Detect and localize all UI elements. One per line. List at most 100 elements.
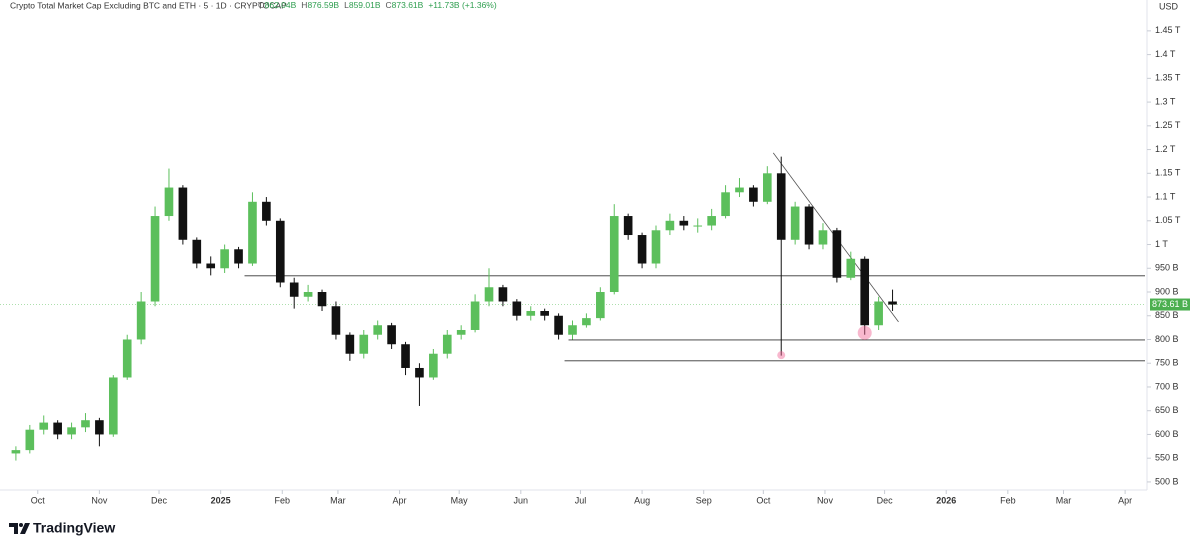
y-tick-label: 1 T	[1155, 239, 1168, 249]
marker	[857, 325, 872, 340]
candle-body	[498, 287, 508, 302]
y-tick-label: 600 B	[1155, 429, 1179, 439]
candle-body	[846, 258, 856, 278]
y-tick-label: 1.4 T	[1155, 49, 1176, 59]
candle-body	[220, 249, 229, 269]
candle-body	[81, 420, 90, 428]
ohlc-legend: O862.04B H876.59B L859.01B C873.61B +11.73B …	[258, 0, 497, 10]
candle-body	[206, 263, 216, 269]
x-tick-label: Mar	[1056, 495, 1072, 505]
candle-body	[735, 187, 744, 193]
candle-body	[860, 258, 870, 326]
candle-body	[150, 216, 160, 302]
candle-body	[122, 339, 132, 378]
y-tick-label: 1.35 T	[1155, 73, 1181, 83]
candle-body	[707, 216, 716, 226]
candle-body	[303, 292, 313, 297]
x-tick-label: Mar	[330, 495, 346, 505]
candle-body	[262, 201, 271, 221]
candle-body	[888, 301, 897, 305]
candle-body	[234, 249, 243, 264]
candle-body	[25, 429, 35, 451]
candle-body	[832, 230, 842, 278]
x-tick-label: Oct	[756, 495, 771, 505]
candle-body	[442, 334, 452, 354]
candle-body	[95, 420, 104, 435]
candle-body	[762, 173, 772, 202]
y-tick-label: 1.25 T	[1155, 120, 1181, 130]
y-tick-label: 650 B	[1155, 405, 1179, 415]
candle-body	[275, 220, 285, 283]
candle-body	[164, 187, 174, 217]
candle-body	[679, 220, 689, 226]
ohlc-key: O	[258, 0, 265, 10]
y-tick-label: 1.2 T	[1155, 144, 1176, 154]
candle-body	[289, 282, 299, 297]
candle-body	[749, 187, 758, 202]
candle-body	[136, 301, 146, 340]
x-tick-label: 2025	[211, 495, 231, 505]
chart-title: Crypto Total Market Cap Excluding BTC an…	[10, 0, 287, 10]
x-tick-label: Feb	[1000, 495, 1016, 505]
candle-body	[456, 329, 466, 335]
last-price-label: 873.61 B	[1152, 299, 1188, 309]
y-tick-label: 1.05 T	[1155, 215, 1181, 225]
y-tick-label: 1.3 T	[1155, 96, 1176, 106]
candle-body	[387, 325, 396, 345]
candle-body	[651, 230, 661, 264]
y-tick-label: 700 B	[1155, 381, 1179, 391]
candle-body	[331, 306, 341, 335]
x-tick-label: Sep	[696, 495, 712, 505]
x-tick-label: Jul	[575, 495, 587, 505]
candle-body	[637, 235, 647, 264]
candle-body	[345, 334, 355, 354]
y-tick-label: 900 B	[1155, 286, 1179, 296]
x-tick-label: Dec	[877, 495, 894, 505]
candle-body	[721, 192, 730, 217]
candle-body	[818, 230, 828, 245]
y-tick-label: 550 B	[1155, 453, 1179, 463]
x-tick-label: Apr	[393, 495, 407, 505]
ohlc-value: 862.04B	[265, 0, 297, 10]
y-tick-label: 500 B	[1155, 476, 1179, 486]
candle-body	[470, 301, 480, 330]
ohlc-key: C	[386, 0, 392, 10]
candle-body	[804, 206, 814, 245]
ohlc-value: 873.61B	[392, 0, 424, 10]
candle-body	[623, 216, 633, 236]
candle-body	[317, 292, 327, 307]
candle-body	[609, 216, 619, 293]
marker	[777, 351, 786, 360]
candle-body	[359, 334, 369, 354]
candle-body	[554, 315, 563, 335]
candle-body	[53, 422, 62, 435]
logo-icon	[9, 523, 30, 534]
ohlc-value: 859.01B	[349, 0, 381, 10]
y-tick-label: 1.15 T	[1155, 168, 1181, 178]
candle-body	[248, 201, 257, 264]
logo: TradingView	[9, 520, 115, 536]
ohlc-key: L	[344, 0, 349, 10]
x-tick-label: 2026	[936, 495, 956, 505]
y-tick-label: 950 B	[1155, 263, 1179, 273]
currency: USD	[1159, 1, 1179, 11]
x-tick-label: Jun	[514, 495, 529, 505]
logo-dot	[19, 523, 23, 527]
candle-body	[526, 310, 536, 316]
candle-body	[582, 318, 591, 326]
y-tick-label: 850 B	[1155, 310, 1179, 320]
candle-body	[415, 367, 424, 378]
candle-body	[429, 353, 438, 378]
y-tick-label: 800 B	[1155, 334, 1179, 344]
x-tick-label: Dec	[151, 495, 168, 505]
x-tick-label: Feb	[275, 495, 291, 505]
candle-body	[665, 220, 675, 231]
x-tick-label: Nov	[817, 495, 834, 505]
candle-body	[178, 187, 188, 240]
candle-body	[540, 310, 549, 316]
x-tick-label: Nov	[91, 495, 108, 505]
candle-body	[108, 377, 118, 435]
x-tick-label: Oct	[31, 495, 46, 505]
